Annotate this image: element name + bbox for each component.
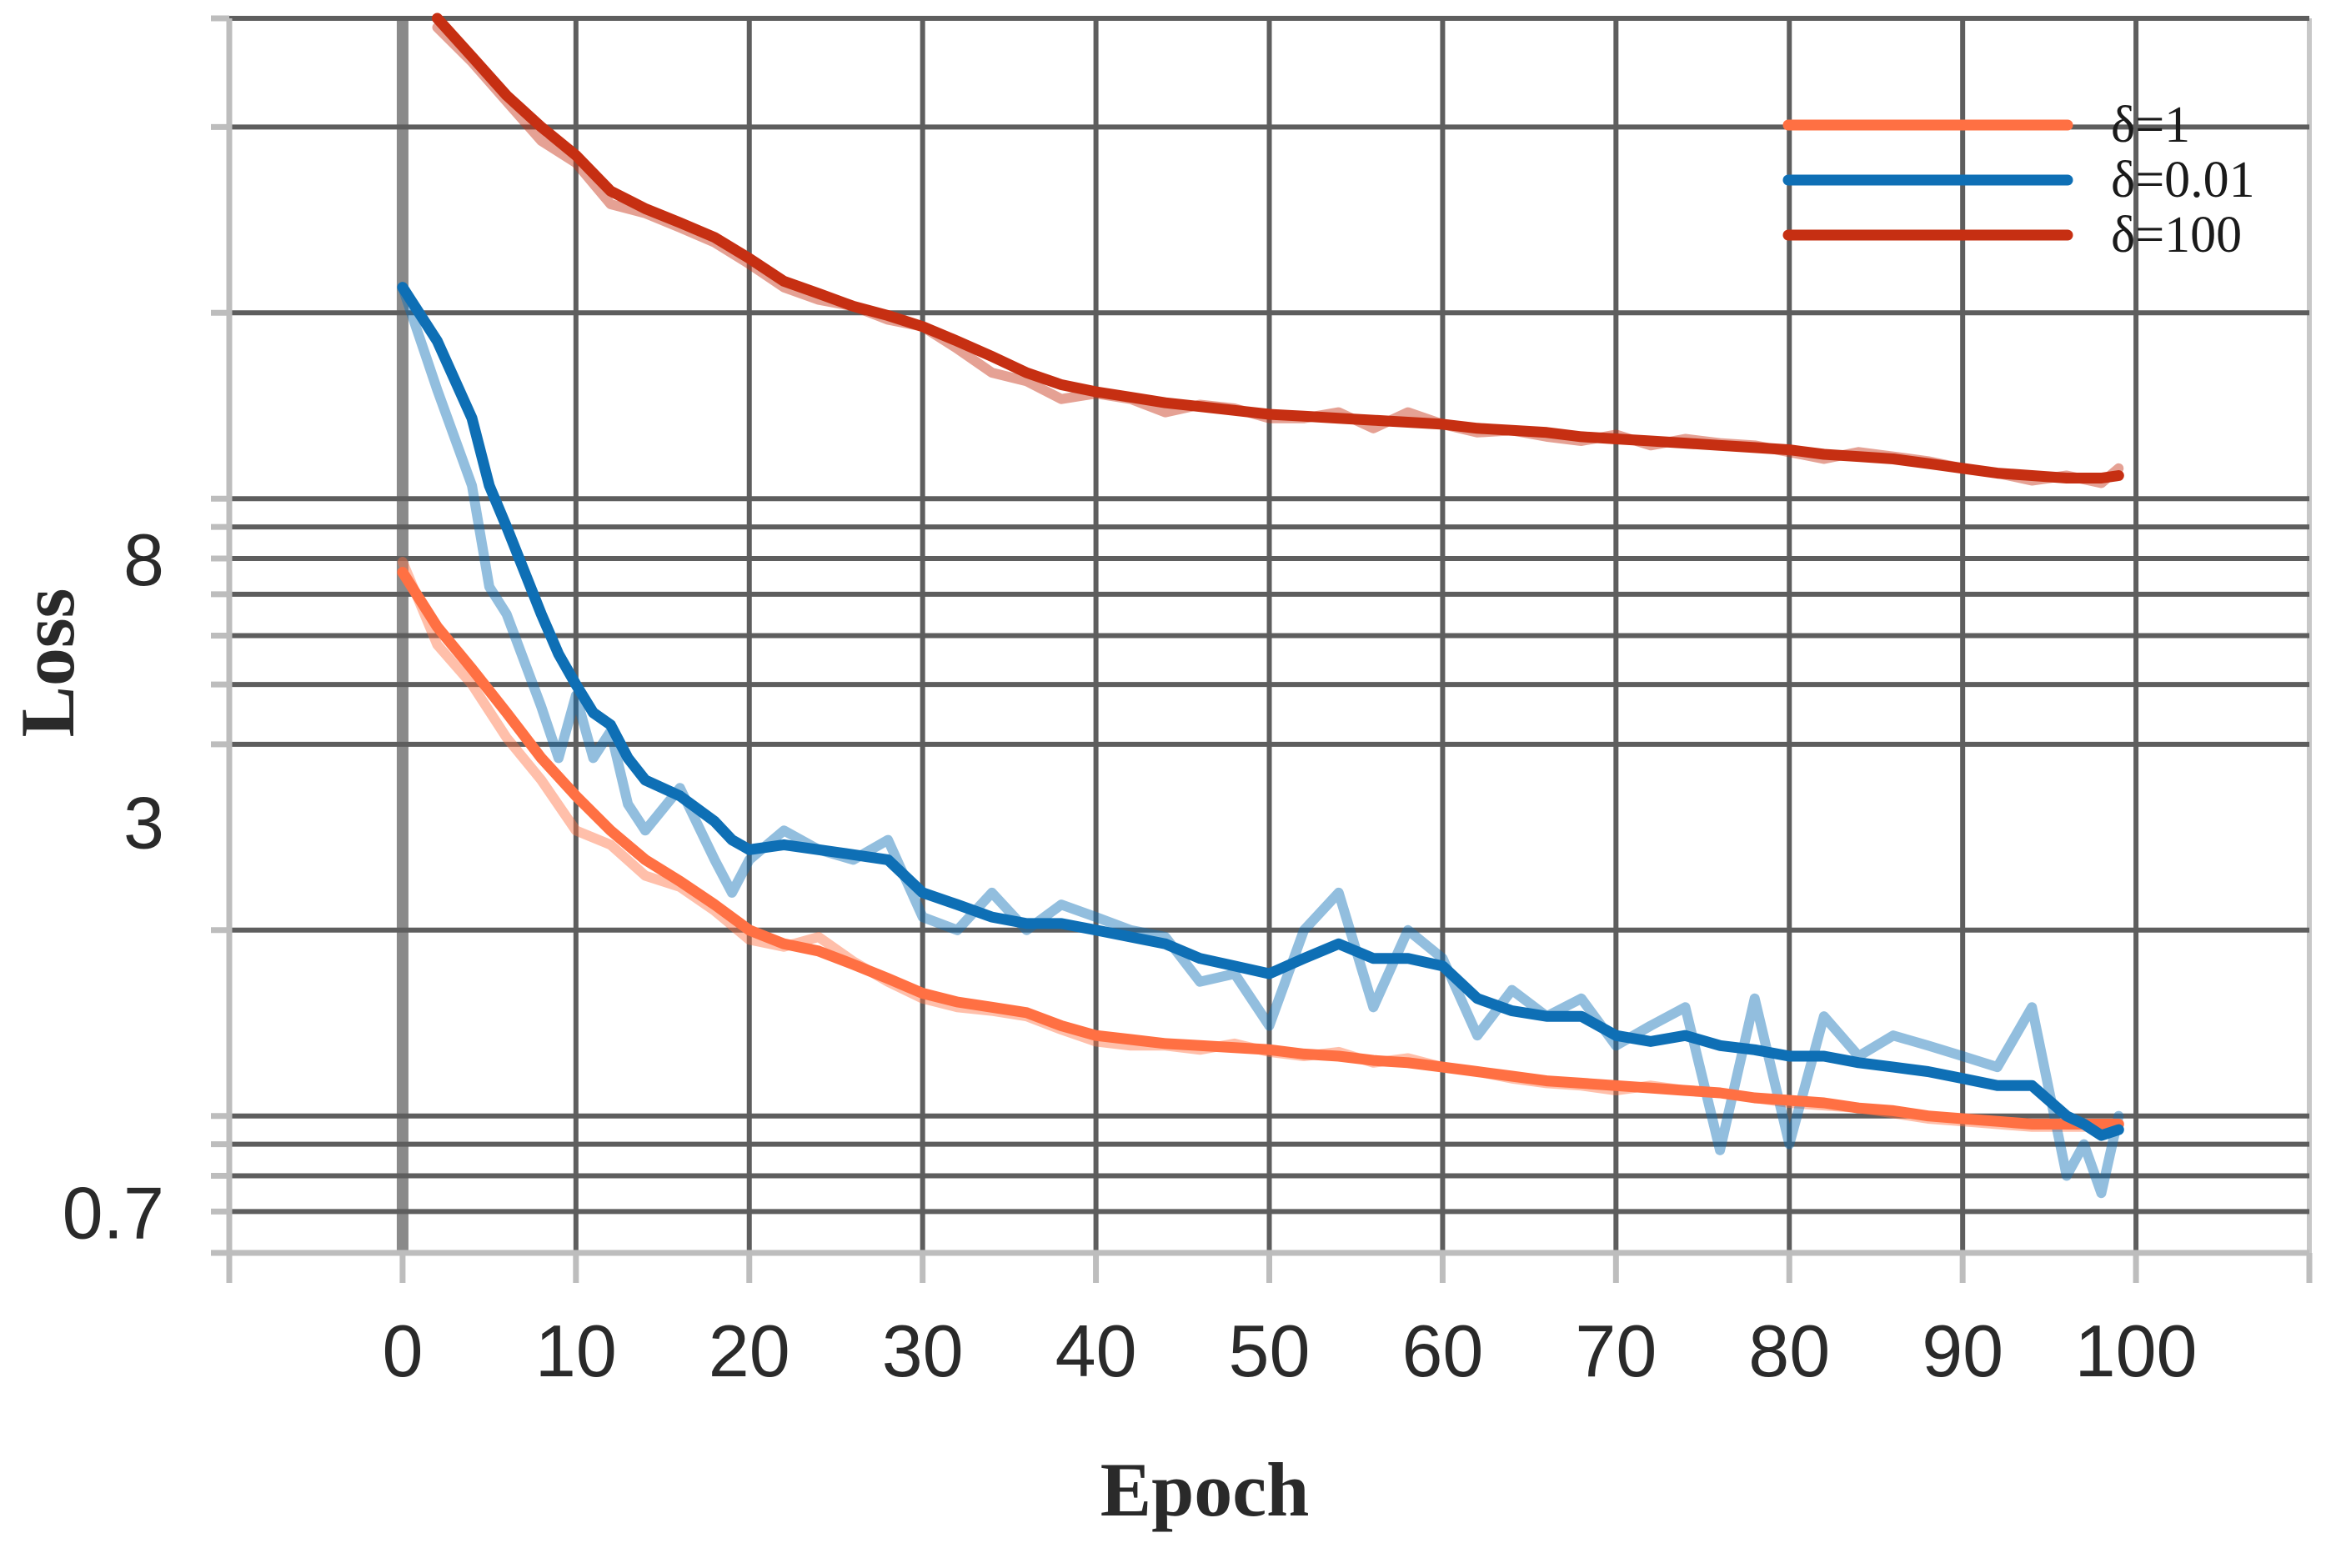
- x-tick-label: 50: [1229, 1310, 1311, 1392]
- legend: δ=1δ=0.01δ=100: [1782, 97, 2255, 263]
- x-tick-label: 10: [535, 1310, 617, 1392]
- y-tick-label: 0.7: [63, 1171, 164, 1254]
- x-axis-title: Epoch: [1100, 1447, 1310, 1532]
- x-tick-label: 40: [1055, 1310, 1137, 1392]
- tick-labels: 0 10 20 30 40 50 60 70 80 90 100 0.7 3 8: [63, 518, 2198, 1392]
- legend-label-delta-0_01: δ=0.01: [2111, 152, 2255, 208]
- raw-series: [397, 22, 2124, 1199]
- legend-label-delta-100: δ=100: [2111, 207, 2242, 263]
- y-axis-title: Loss: [5, 589, 90, 738]
- x-tick-label: 20: [709, 1310, 790, 1392]
- x-tick-label: 80: [1748, 1310, 1830, 1392]
- x-tick-label: 30: [882, 1310, 964, 1392]
- x-tick-label: 70: [1575, 1310, 1657, 1392]
- series-line-delta-1: [397, 567, 2124, 1130]
- legend-label-delta-1: δ=1: [2111, 97, 2190, 153]
- series-line-delta-0_01: [397, 282, 2124, 1141]
- series-line-delta-100: [432, 13, 2124, 483]
- series-line-raw-delta-1: [397, 557, 2124, 1132]
- x-tick-label: 100: [2075, 1310, 2198, 1392]
- y-tick-label: 3: [123, 781, 164, 864]
- axes: [211, 15, 2313, 1283]
- series-line-raw-delta-0_01: [397, 282, 2124, 1199]
- x-tick-label: 60: [1401, 1310, 1483, 1392]
- x-tick-label: 0: [382, 1310, 423, 1392]
- smoothed-series: [397, 13, 2124, 1141]
- x-tick-label: 90: [1922, 1310, 2003, 1392]
- y-tick-label: 8: [123, 518, 164, 601]
